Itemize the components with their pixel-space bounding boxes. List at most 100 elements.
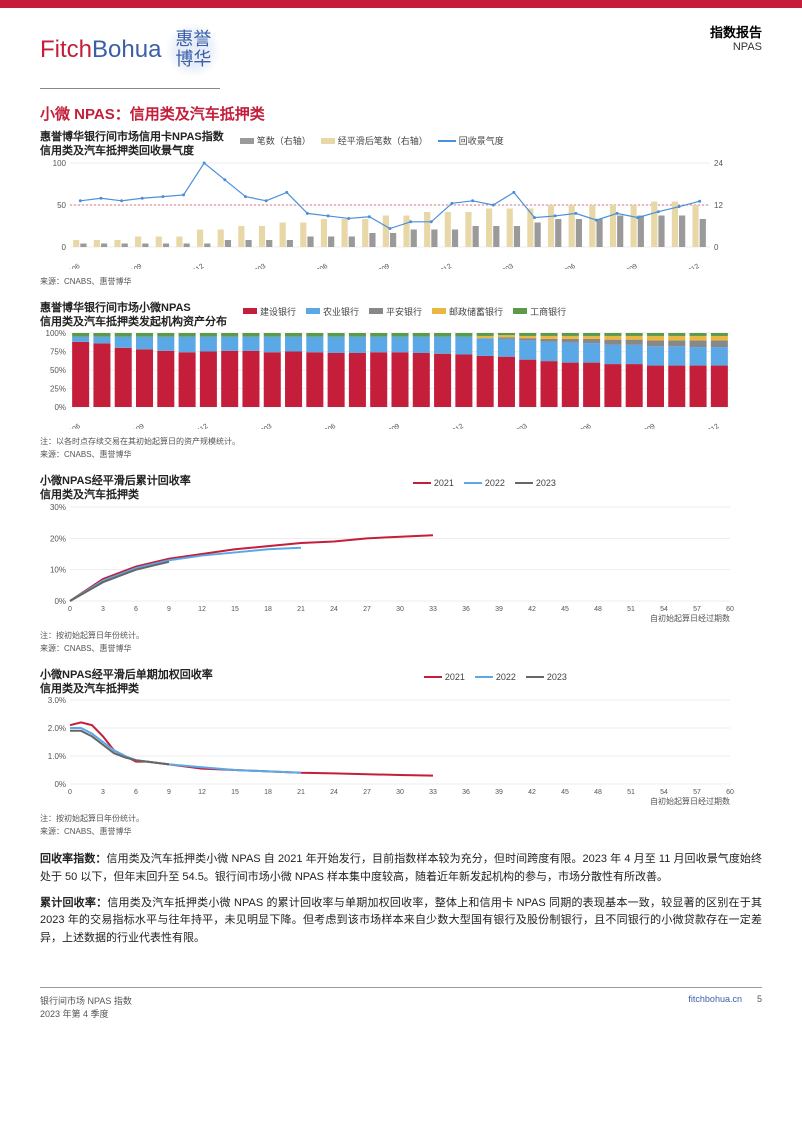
svg-text:0: 0 [714,243,719,252]
svg-text:0%: 0% [54,597,66,606]
svg-text:42: 42 [528,606,536,613]
svg-text:30%: 30% [50,503,66,512]
svg-text:24: 24 [330,606,338,613]
svg-text:20%: 20% [50,534,66,543]
chart3-title-l2: 信用类及汽车抵押类 [40,488,191,502]
svg-text:57: 57 [693,606,701,613]
svg-text:9: 9 [167,789,171,796]
svg-text:39: 39 [495,789,503,796]
svg-text:202203: 202203 [244,262,267,268]
chart3-canvas: 0%10%20%30%03691215182124273033363942454… [40,503,740,623]
svg-text:57: 57 [693,789,701,796]
svg-text:自初始起算日经过期数: 自初始起算日经过期数 [650,613,730,623]
chart1-legend: 笔数（右轴）经平滑后笔数（右轴）回收景气度 [240,132,762,147]
footer-page: 5 [757,994,762,1004]
p1-label: 回收率指数： [40,853,106,865]
chart2-legend: 建设银行农业银行平安银行邮政储蓄银行工商银行 [243,303,762,318]
svg-text:0%: 0% [54,403,66,412]
svg-text:54: 54 [660,789,668,796]
svg-text:3: 3 [101,606,105,613]
svg-text:2.0%: 2.0% [48,724,66,733]
svg-text:202303: 202303 [492,262,515,268]
body-paragraph-2: 累计回收率：信用类及汽车抵押类小微 NPAS 的累计回收率与单期加权回收率，整体… [40,895,762,948]
svg-text:30: 30 [396,606,404,613]
svg-text:33: 33 [429,606,437,613]
footer-right-wrap: fitchbohua.cn 5 [688,994,762,1020]
svg-text:15: 15 [231,606,239,613]
report-type: 指数报告 [710,22,762,41]
logo-cn-line1: 惠誉 [175,30,211,50]
chart2-canvas: 0%25%50%75%100%2021062021092021122022032… [40,329,740,429]
section-title: 小微 NPAS：信用类及汽车抵押类 [40,103,762,124]
logo: FitchBohua 惠誉 博华 [40,22,221,78]
header-divider [40,88,220,89]
svg-text:202303: 202303 [506,423,529,429]
svg-text:202309: 202309 [633,423,656,429]
chart1-source: 来源：CNABS、惠誉博华 [40,276,762,287]
svg-text:33: 33 [429,789,437,796]
svg-text:3: 3 [101,789,105,796]
svg-text:60: 60 [726,606,734,613]
content: 小微 NPAS：信用类及汽车抵押类 惠誉博华银行间市场信用卡NPAS指数 信用类… [0,103,802,967]
svg-text:51: 51 [627,789,635,796]
chart1-canvas: 0501000122420210620210920211220220320220… [40,159,740,269]
svg-text:45: 45 [561,606,569,613]
svg-text:6: 6 [134,606,138,613]
p1-text: 信用类及汽车抵押类小微 NPAS 自 2021 年开始发行，目前指数样本较为充分… [40,853,762,883]
svg-text:45: 45 [561,789,569,796]
svg-text:50%: 50% [50,366,66,375]
svg-text:202206: 202206 [306,262,329,268]
chart4-title-l1: 小微NPAS经平滑后单期加权回收率 [40,668,213,682]
svg-text:202212: 202212 [442,423,465,429]
svg-text:25%: 25% [50,385,66,394]
chart4-canvas: 0%1.0%2.0%3.0%03691215182124273033363942… [40,696,740,806]
svg-text:自初始起算日经过期数: 自初始起算日经过期数 [650,796,730,806]
svg-text:75%: 75% [50,348,66,357]
footer-left-l2: 2023 年第 4 季度 [40,1007,132,1020]
svg-text:9: 9 [167,606,171,613]
svg-text:50: 50 [57,201,66,210]
svg-text:39: 39 [495,606,503,613]
svg-text:24: 24 [714,159,723,168]
logo-chinese-circle: 惠誉 博华 [165,22,221,78]
svg-text:30: 30 [396,789,404,796]
svg-text:6: 6 [134,789,138,796]
svg-text:0: 0 [62,243,67,252]
chart3-note: 注：按初始起算日年份统计。 [40,630,762,641]
footer-left: 银行间市场 NPAS 指数 2023 年第 4 季度 [40,994,132,1020]
logo-text: FitchBohua [40,36,161,64]
svg-text:27: 27 [363,789,371,796]
svg-text:202203: 202203 [250,423,273,429]
svg-text:54: 54 [660,606,668,613]
svg-text:202109: 202109 [123,423,146,429]
svg-text:24: 24 [330,789,338,796]
svg-text:1.0%: 1.0% [48,752,66,761]
chart2-block: 惠誉博华银行间市场小微NPAS 信用类及汽车抵押类发起机构资产分布 建设银行农业… [40,301,762,461]
svg-text:3.0%: 3.0% [48,696,66,705]
chart1-title-l2: 信用类及汽车抵押类回收景气度 [40,144,224,158]
chart4-title-l2: 信用类及汽车抵押类 [40,682,213,696]
svg-text:202312: 202312 [678,262,701,268]
body-paragraph-1: 回收率指数：信用类及汽车抵押类小微 NPAS 自 2021 年开始发行，目前指数… [40,851,762,886]
logo-fitch: Fitch [40,36,92,63]
svg-text:202212: 202212 [430,262,453,268]
svg-text:202106: 202106 [58,262,81,268]
svg-text:12: 12 [714,201,723,210]
header-right: 指数报告 NPAS [710,22,762,53]
svg-text:15: 15 [231,789,239,796]
svg-text:21: 21 [297,606,305,613]
chart2-title-l1: 惠誉博华银行间市场小微NPAS [40,301,227,315]
chart4-legend: 202120222023 [229,670,762,682]
footer-left-l1: 银行间市场 NPAS 指数 [40,994,132,1007]
svg-text:51: 51 [627,606,635,613]
svg-text:100%: 100% [46,329,66,338]
chart4-source: 来源：CNABS、惠誉博华 [40,826,762,837]
svg-text:36: 36 [462,789,470,796]
top-accent-bar [0,0,802,8]
chart3-title-l1: 小微NPAS经平滑后累计回收率 [40,474,191,488]
logo-bohua: Bohua [92,36,161,63]
svg-text:0%: 0% [54,780,66,789]
report-sub: NPAS [710,41,762,53]
svg-text:0: 0 [68,606,72,613]
svg-text:202112: 202112 [187,423,210,429]
